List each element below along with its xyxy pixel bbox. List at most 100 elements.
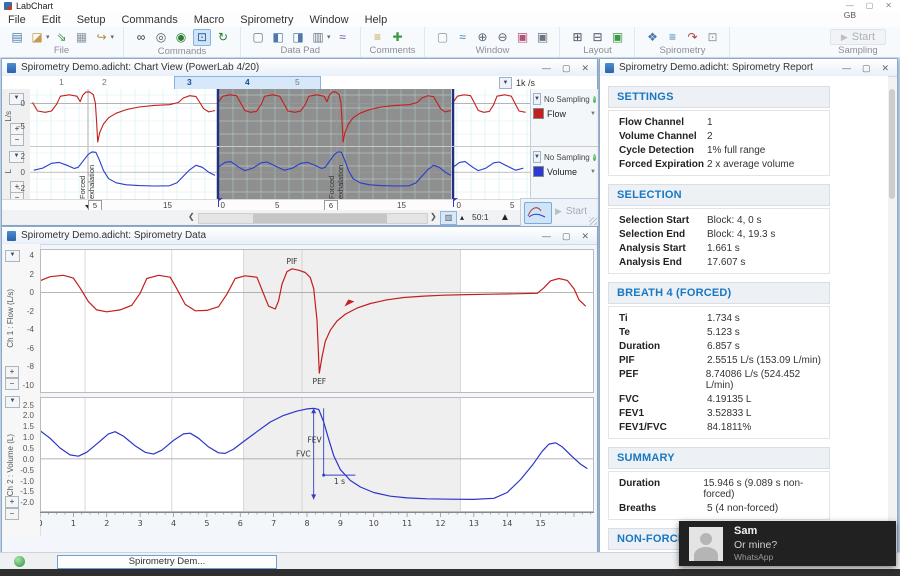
rate-dropdown-icon[interactable]: ▼ bbox=[499, 77, 512, 89]
app-maximize-button[interactable]: ▢ bbox=[866, 1, 874, 11]
datapad-window-icon[interactable]: ◧ bbox=[270, 30, 286, 45]
dropdown-caret-icon[interactable]: ▾ bbox=[111, 33, 115, 41]
minimize-icon[interactable]: — bbox=[842, 61, 851, 75]
document-tab[interactable]: Spirometry Dem... bbox=[57, 555, 277, 569]
maximize-icon[interactable]: ▢ bbox=[862, 61, 871, 75]
menu-item-setup[interactable]: Setup bbox=[69, 14, 114, 26]
block-flag-icon[interactable] bbox=[218, 198, 219, 207]
menu-item-edit[interactable]: Edit bbox=[34, 14, 69, 26]
chevron-down-icon[interactable]: ▼ bbox=[533, 151, 541, 163]
import-icon[interactable]: ⇘ bbox=[54, 30, 70, 45]
zoom-selection-icon[interactable]: ⊡ bbox=[193, 29, 211, 46]
goto-icon[interactable]: ◎ bbox=[153, 30, 169, 45]
flow-sampling-row[interactable]: ▼ No Sampling bbox=[533, 93, 596, 105]
chevron-down-icon[interactable]: ▼ bbox=[533, 93, 541, 105]
refresh-icon[interactable]: ↻ bbox=[215, 30, 231, 45]
new-file-icon[interactable]: ▤ bbox=[9, 30, 25, 45]
add-comment-icon[interactable]: ≡ bbox=[370, 30, 386, 45]
scroll-right-icon[interactable]: ❯ bbox=[430, 212, 437, 221]
report-scrollbar[interactable] bbox=[888, 77, 896, 551]
spirometry-loop-icon[interactable] bbox=[524, 202, 552, 224]
spirometry-report-icon[interactable]: ≡ bbox=[664, 30, 680, 45]
menu-item-macro[interactable]: Macro bbox=[186, 14, 233, 26]
dropdown-caret-icon[interactable]: ▾ bbox=[327, 33, 331, 41]
block-ruler[interactable]: ▼ 1k /s 1 2 3 4 5 bbox=[2, 76, 597, 90]
spirometry-data-icon[interactable]: ⊡ bbox=[704, 30, 720, 45]
block-number[interactable]: 1 bbox=[59, 77, 64, 87]
scrollbar-thumb[interactable] bbox=[889, 89, 895, 199]
svg-text:9: 9 bbox=[338, 519, 343, 528]
chart-view-icon[interactable]: ≈ bbox=[454, 30, 470, 45]
report-row-value: 2 x average volume bbox=[707, 159, 794, 170]
block-number[interactable]: 4 bbox=[245, 77, 250, 87]
layout-grid-icon[interactable]: ⊞ bbox=[569, 30, 585, 45]
new-comment-icon[interactable]: ✚ bbox=[390, 30, 406, 45]
whatsapp-notification[interactable]: Sam Or mine? WhatsApp bbox=[679, 521, 896, 566]
zoom-view-icon[interactable]: ⊕ bbox=[474, 30, 490, 45]
export-icon[interactable]: ↪ bbox=[94, 30, 110, 45]
close-icon[interactable]: ✕ bbox=[581, 61, 589, 75]
layout-columns-icon[interactable]: ⊟ bbox=[589, 30, 605, 45]
duplicate-view-icon[interactable]: ▣ bbox=[534, 30, 550, 45]
block-flag-icon[interactable] bbox=[453, 198, 454, 207]
report-title-bar[interactable]: Spirometry Demo.adicht: Spirometry Repor… bbox=[600, 59, 897, 77]
time-compression-button[interactable]: ▥ bbox=[440, 211, 457, 225]
datapad-view-icon[interactable]: ▢ bbox=[250, 30, 266, 45]
minimize-icon[interactable]: — bbox=[542, 61, 551, 75]
flow-color-swatch[interactable] bbox=[533, 108, 544, 119]
spirometry-settings-icon[interactable]: ❖ bbox=[644, 30, 660, 45]
block-number[interactable]: 2 bbox=[102, 77, 107, 87]
maximize-icon[interactable]: ▢ bbox=[562, 61, 571, 75]
add-to-datapad-icon[interactable]: ◨ bbox=[290, 30, 306, 45]
zoom-window-icon[interactable]: ⊖ bbox=[494, 30, 510, 45]
scroll-left-icon[interactable]: ❮ bbox=[188, 212, 195, 221]
volume-sampling-row[interactable]: ▼ No Sampling bbox=[533, 151, 596, 163]
open-file-icon[interactable]: ◪ bbox=[29, 30, 45, 45]
menu-item-help[interactable]: Help bbox=[357, 14, 396, 26]
scrollbar-track[interactable] bbox=[198, 213, 428, 224]
volume-plot[interactable]: FVCFEV1 s bbox=[40, 397, 594, 512]
volume-tick-labels: 2.52.01.51.00.50.0-0.5-1.0-1.5-2.0 bbox=[2, 397, 37, 512]
close-icon[interactable]: ✕ bbox=[881, 61, 889, 75]
zoom-in-tri-icon[interactable]: ▲ bbox=[500, 212, 510, 223]
flow-volume-loop-icon[interactable]: ↷ bbox=[684, 30, 700, 45]
menu-item-file[interactable]: File bbox=[0, 14, 34, 26]
minimize-icon[interactable]: — bbox=[542, 229, 551, 243]
sample-rate[interactable]: 1k /s bbox=[516, 78, 535, 88]
chevron-down-icon[interactable]: ▼ bbox=[590, 169, 596, 175]
volume-channel-name[interactable]: Volume bbox=[547, 167, 577, 177]
chevron-down-icon[interactable]: ▼ bbox=[590, 111, 596, 117]
chart-view-title-bar[interactable]: Spirometry Demo.adicht: Chart View (Powe… bbox=[2, 59, 597, 77]
taskbar-strip[interactable] bbox=[0, 568, 900, 576]
macro-icon[interactable]: ◉ bbox=[173, 30, 189, 45]
menu-item-commands[interactable]: Commands bbox=[113, 14, 185, 26]
flow-channel-name[interactable]: Flow bbox=[547, 109, 566, 119]
block-number[interactable]: 3 bbox=[187, 77, 192, 87]
menu-item-spirometry[interactable]: Spirometry bbox=[232, 14, 301, 26]
datapad-chart-icon[interactable]: ≈ bbox=[335, 30, 351, 45]
dropdown-caret-icon[interactable]: ▾ bbox=[46, 33, 50, 41]
tile-windows-icon[interactable]: ▢ bbox=[434, 30, 450, 45]
print-icon[interactable]: ▦ bbox=[74, 30, 90, 45]
datapad-options-icon[interactable]: ▥ bbox=[310, 30, 326, 45]
flow-channel-row[interactable]: Flow ▼ bbox=[533, 108, 596, 119]
close-icon[interactable]: ✕ bbox=[581, 229, 589, 243]
toolbar-group-label: Layout bbox=[569, 45, 625, 56]
volume-channel-row[interactable]: Volume ▼ bbox=[533, 166, 596, 177]
image-view-icon[interactable]: ▣ bbox=[514, 30, 530, 45]
find-icon[interactable]: ∞ bbox=[133, 30, 149, 45]
data-window-title-bar[interactable]: Spirometry Demo.adicht: Spirometry Data … bbox=[2, 227, 597, 245]
report-row-value: 6.857 s bbox=[707, 341, 740, 352]
menu-item-window[interactable]: Window bbox=[301, 14, 356, 26]
maximize-icon[interactable]: ▢ bbox=[562, 229, 571, 243]
resize-grip[interactable] bbox=[589, 217, 597, 225]
app-close-button[interactable]: ✕ bbox=[885, 1, 892, 11]
new-layout-icon[interactable]: ▣ bbox=[609, 30, 625, 45]
volume-color-swatch[interactable] bbox=[533, 166, 544, 177]
chart-view-volume-plot[interactable] bbox=[30, 147, 530, 199]
chart-view-flow-plot[interactable] bbox=[30, 89, 530, 146]
flow-plot[interactable]: PIFPEF bbox=[40, 249, 594, 393]
zoom-out-tri-icon[interactable]: ▴ bbox=[460, 213, 464, 222]
block-number[interactable]: 5 bbox=[295, 77, 300, 87]
scrollbar-thumb[interactable] bbox=[253, 214, 387, 223]
